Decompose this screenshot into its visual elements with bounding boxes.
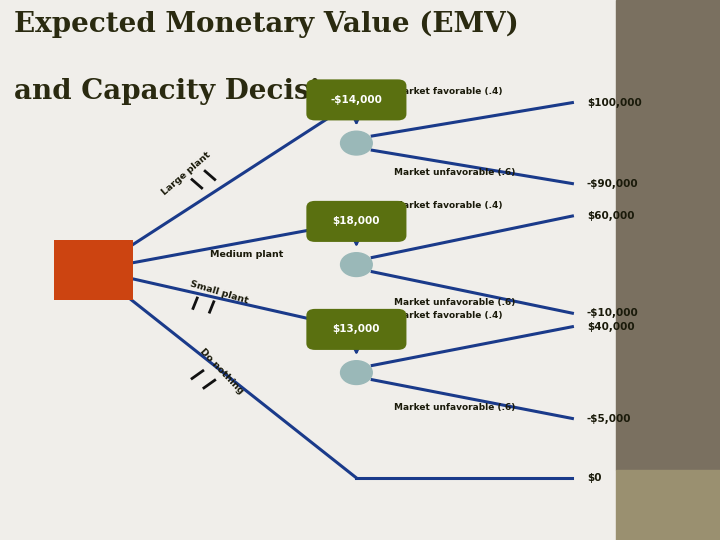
FancyBboxPatch shape <box>307 201 406 242</box>
Text: Market unfavorable (.6): Market unfavorable (.6) <box>394 168 516 177</box>
FancyBboxPatch shape <box>307 309 406 350</box>
Text: Market favorable (.4): Market favorable (.4) <box>394 311 503 320</box>
Text: $100,000: $100,000 <box>587 98 642 107</box>
Text: -$10,000: -$10,000 <box>587 308 639 318</box>
Text: -$14,000: -$14,000 <box>330 95 382 105</box>
Text: Market favorable (.4): Market favorable (.4) <box>394 200 503 210</box>
Text: Expected Monetary Value (EMV): Expected Monetary Value (EMV) <box>14 11 519 38</box>
Text: and Capacity Decisions: and Capacity Decisions <box>14 78 375 105</box>
Text: Market unfavorable (.6): Market unfavorable (.6) <box>394 298 516 307</box>
Text: $13,000: $13,000 <box>333 325 380 334</box>
Text: Do nothing: Do nothing <box>197 346 245 395</box>
Circle shape <box>341 131 372 155</box>
Text: Market favorable (.4): Market favorable (.4) <box>394 87 503 96</box>
FancyBboxPatch shape <box>307 79 406 120</box>
Text: Medium plant: Medium plant <box>210 250 283 259</box>
Text: $60,000: $60,000 <box>587 211 634 221</box>
Text: $0: $0 <box>587 473 601 483</box>
Text: Small plant: Small plant <box>189 280 249 306</box>
Text: $40,000: $40,000 <box>587 322 634 332</box>
Text: Large plant: Large plant <box>160 150 212 197</box>
FancyBboxPatch shape <box>54 240 133 300</box>
Text: Market unfavorable (.6): Market unfavorable (.6) <box>394 403 516 412</box>
Bar <box>616 470 720 540</box>
Circle shape <box>341 253 372 276</box>
Bar <box>616 0 720 470</box>
Circle shape <box>341 361 372 384</box>
Text: -$5,000: -$5,000 <box>587 414 631 423</box>
Text: -$90,000: -$90,000 <box>587 179 639 188</box>
Text: $18,000: $18,000 <box>333 217 380 226</box>
